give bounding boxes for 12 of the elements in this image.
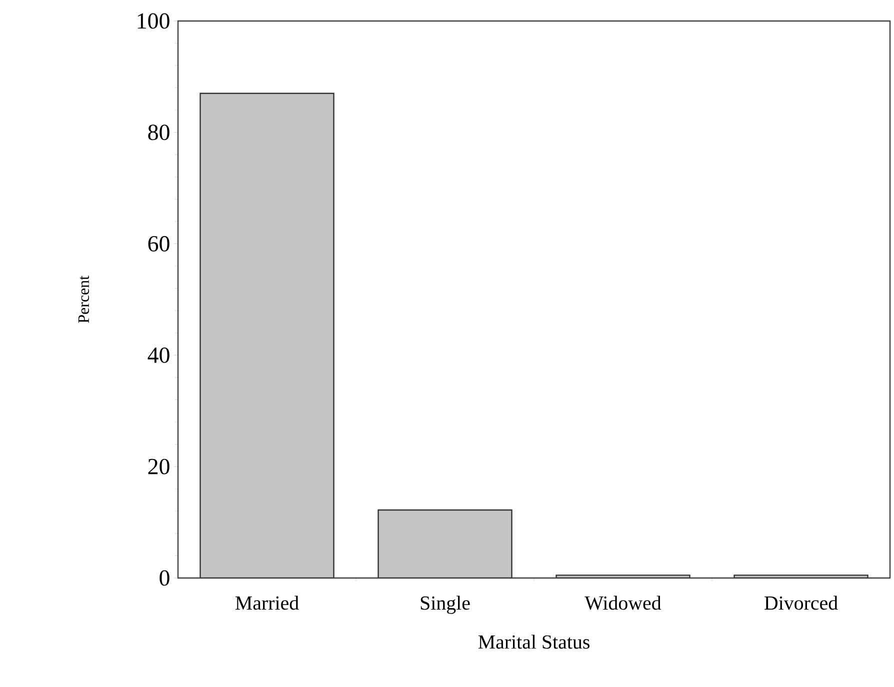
x-tick-label: Married [236, 596, 299, 610]
y-tick-label: 100 [138, 13, 170, 29]
y-tick-label: 0 [160, 570, 170, 586]
x-tick-label: Divorced [764, 596, 838, 610]
y-tick-label: 40 [148, 347, 170, 363]
y-tick-label: 80 [148, 124, 170, 140]
x-tick-label: Widowed [584, 596, 662, 610]
y-axis-title: Percent [78, 276, 90, 323]
y-tick-label: 20 [148, 458, 170, 474]
x-axis-title: Marital Status [478, 634, 590, 649]
x-tick-label: Single [420, 596, 470, 614]
y-tick-label: 60 [148, 236, 170, 252]
